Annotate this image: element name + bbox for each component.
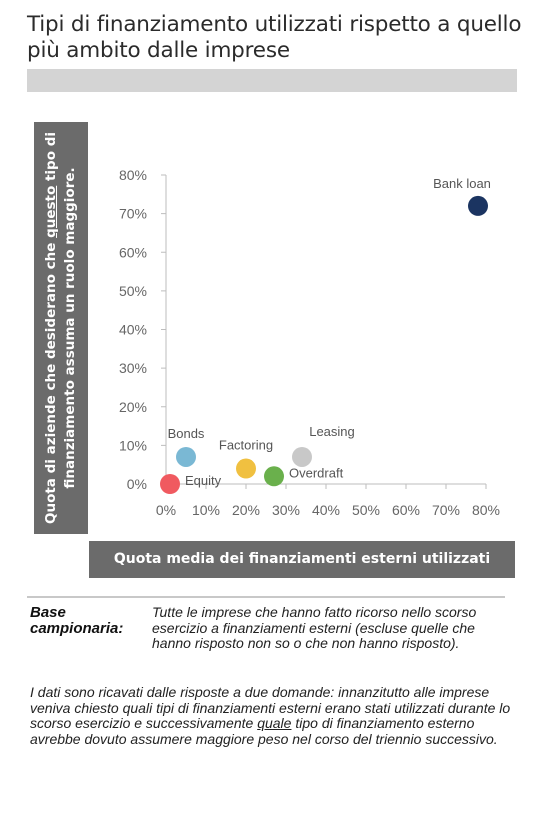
point-bonds: [176, 446, 196, 467]
chart-axes: [161, 174, 487, 489]
scatter-chart: 0% 10% 20% 30% 40% 50% 60% 70% 80% 0% 10% 20% 30% 40%…: [119, 167, 500, 518]
chart-point-labels: Bank loan Bonds Factoring Leasing Overdraft E…: [168, 176, 491, 488]
point-equity: [160, 474, 180, 494]
point-label-bank-loan: Bank loan: [433, 176, 491, 191]
note-part-2: tipo di finanziamento esterno avrebbe do…: [30, 715, 498, 747]
y-axis-label-box: Quota di aziende che desiderano che ques…: [34, 122, 88, 534]
x-tick-label: 0%: [156, 502, 176, 518]
point-overdraft: [264, 466, 284, 487]
point-label-overdraft: Overdraft: [289, 465, 344, 480]
x-tick-label: 80%: [472, 502, 500, 518]
footer-separator: [27, 596, 505, 598]
x-tick-label: 50%: [352, 502, 380, 518]
base-label: Base campionaria:: [30, 604, 124, 637]
point-leasing: [292, 446, 312, 467]
x-axis-label-box: Quota media dei finanziamenti esterni ut…: [89, 541, 515, 578]
x-tick-label: 60%: [392, 502, 420, 518]
y-tick-label: 70%: [119, 206, 147, 222]
x-tick-label: 40%: [312, 502, 340, 518]
x-tick-label: 20%: [232, 502, 260, 518]
point-bank-loan: [468, 195, 488, 216]
point-factoring: [236, 458, 256, 479]
chart-tick-labels: 0% 10% 20% 30% 40% 50% 60% 70% 80% 0% 10% 20% 30% 40%…: [119, 167, 500, 518]
x-tick-label: 10%: [192, 502, 220, 518]
chart-points: [160, 195, 488, 494]
y-tick-label: 0%: [127, 476, 147, 492]
x-tick-label: 30%: [272, 502, 300, 518]
y-tick-label: 10%: [119, 437, 147, 453]
y-tick-label: 60%: [119, 244, 147, 260]
note-part-1: I dati sono ricavati dalle risposte a du…: [30, 684, 511, 731]
x-tick-label: 70%: [432, 502, 460, 518]
point-label-bonds: Bonds: [168, 426, 205, 441]
y-tick-label: 80%: [119, 167, 147, 183]
x-axis-label: Quota media dei finanziamenti esterni ut…: [113, 551, 491, 567]
methodology-note: I dati sono ricavati dalle risposte a du…: [30, 684, 515, 747]
base-text: Tutte le imprese che hanno fatto ricorso…: [152, 604, 477, 651]
point-label-equity: Equity: [185, 473, 222, 488]
point-label-leasing: Leasing: [309, 424, 355, 439]
y-tick-label: 20%: [119, 399, 147, 415]
y-tick-label: 30%: [119, 360, 147, 376]
y-tick-label: 40%: [119, 322, 147, 338]
page-title: Tipi di finanziamento utilizzati rispett…: [27, 12, 522, 63]
title-underline-bar: [27, 69, 517, 92]
note-underlined-word: quale: [257, 715, 292, 731]
y-tick-label: 50%: [119, 283, 147, 299]
point-label-factoring: Factoring: [219, 438, 273, 453]
